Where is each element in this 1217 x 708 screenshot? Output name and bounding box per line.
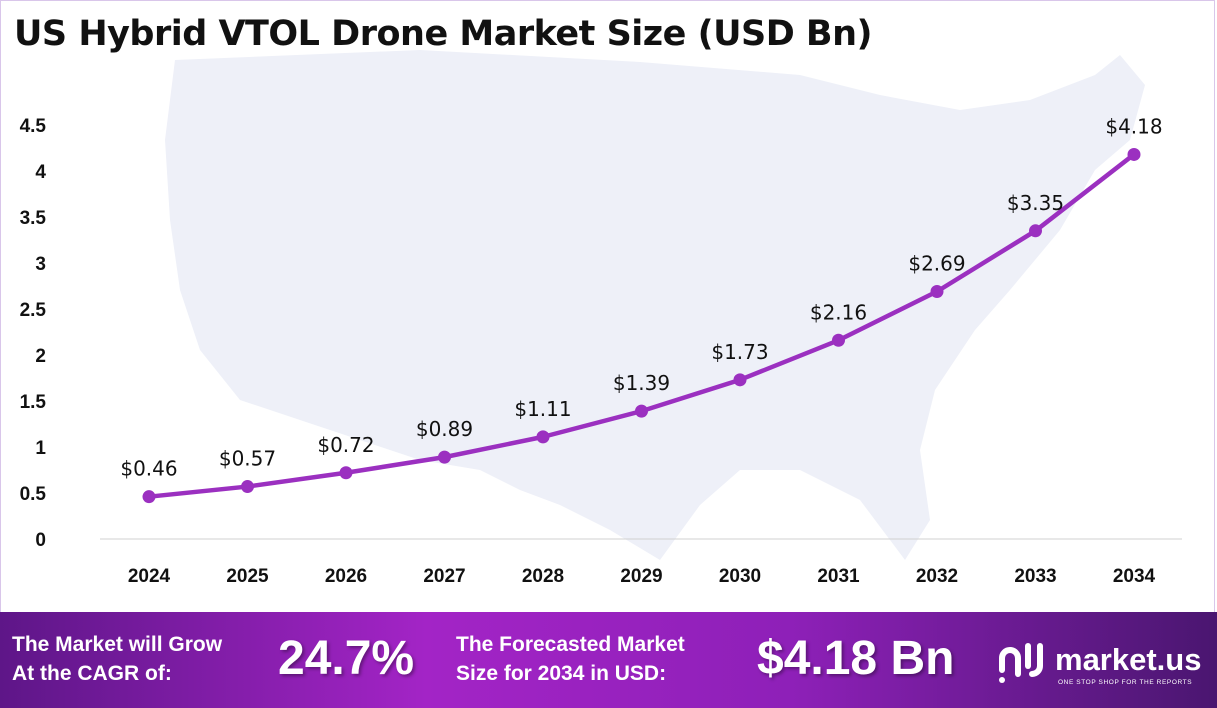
- market-us-logo-icon: [999, 643, 1043, 683]
- data-label: $0.72: [317, 433, 374, 457]
- cagr-label-line1: The Market will Grow: [12, 633, 223, 656]
- logo-tagline: ONE STOP SHOP FOR THE REPORTS: [1058, 679, 1193, 686]
- data-point: [339, 466, 353, 480]
- y-tick-label: 3.5: [20, 208, 47, 229]
- x-tick-label: 2034: [1113, 566, 1156, 587]
- data-label: $1.11: [514, 397, 571, 421]
- x-tick-label: 2024: [128, 566, 171, 587]
- y-tick-label: 0.5: [20, 484, 47, 505]
- data-label: $1.73: [711, 340, 768, 364]
- y-tick-label: 3: [35, 254, 46, 275]
- forecast-value: $4.18 Bn: [757, 632, 955, 685]
- data-label: $0.57: [219, 447, 276, 471]
- x-tick-label: 2032: [916, 566, 958, 587]
- y-tick-label: 2: [35, 346, 46, 367]
- x-tick-label: 2029: [620, 566, 662, 587]
- y-tick-label: 0: [35, 530, 46, 551]
- data-label: $2.69: [908, 252, 965, 276]
- footer-banner: The Market will Grow At the CAGR of: 24.…: [0, 612, 1217, 708]
- x-tick-label: 2030: [719, 566, 761, 587]
- data-point: [536, 430, 550, 444]
- data-point: [142, 490, 156, 504]
- forecast-label-line1: The Forecasted Market: [456, 633, 685, 656]
- y-tick-label: 4.5: [20, 116, 47, 137]
- data-label: $3.35: [1007, 191, 1064, 215]
- data-point: [438, 450, 451, 464]
- x-tick-label: 2027: [423, 566, 465, 587]
- data-label: $2.16: [810, 300, 867, 324]
- y-tick-label: 2.5: [20, 300, 47, 321]
- x-tick-label: 2026: [325, 566, 367, 587]
- y-tick-label: 4: [35, 162, 46, 183]
- data-label: $0.46: [120, 457, 177, 481]
- data-point: [1127, 147, 1141, 161]
- data-label: $0.89: [416, 417, 473, 441]
- chart-frame: [0, 0, 1215, 612]
- data-point: [930, 285, 944, 299]
- x-tick-label: 2031: [817, 566, 860, 587]
- data-point: [1029, 224, 1042, 238]
- x-tick-label: 2025: [226, 566, 269, 587]
- forecast-label-line2: Size for 2034 in USD:: [456, 662, 667, 685]
- data-point: [832, 333, 845, 347]
- chart-title: US Hybrid VTOL Drone Market Size (USD Bn…: [14, 14, 873, 54]
- cagr-value: 24.7%: [278, 632, 415, 685]
- y-tick-label: 1.5: [20, 392, 47, 413]
- forecast-label: The Forecasted Market Size for 2034 in U…: [456, 630, 685, 688]
- data-point: [635, 404, 648, 418]
- data-label: $4.18: [1105, 114, 1162, 138]
- cagr-label-line2: At the CAGR of:: [12, 662, 172, 685]
- us-map-silhouette: [165, 50, 1145, 560]
- x-tick-label: 2028: [522, 566, 564, 587]
- logo-text: market.us: [1055, 642, 1202, 677]
- x-tick-label: 2033: [1014, 566, 1056, 587]
- line-chart: 0 0.5 1 1.5 2 2.5 3 3.5 4 4.5 2024 2025 2026 2027 2028…: [20, 50, 1182, 587]
- cagr-label: The Market will Grow At the CAGR of:: [12, 630, 222, 688]
- data-point: [733, 373, 747, 387]
- data-point: [241, 480, 254, 494]
- data-label: $1.39: [613, 371, 670, 395]
- y-tick-label: 1: [35, 438, 46, 459]
